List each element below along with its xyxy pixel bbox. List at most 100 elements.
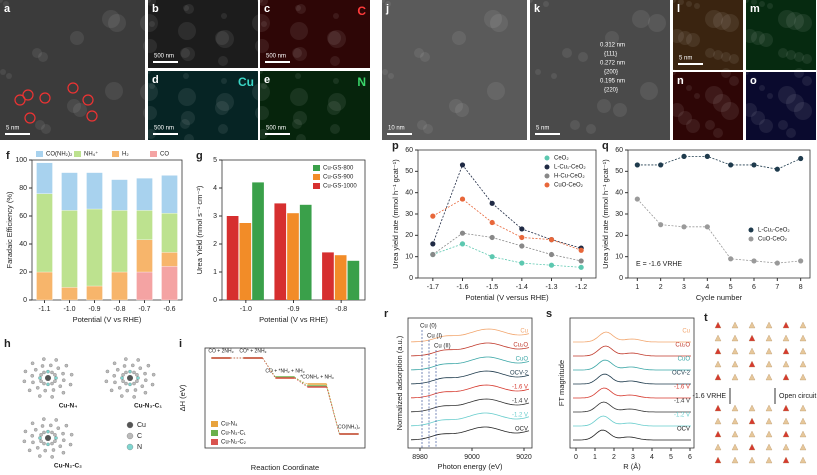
texture [216, 93, 234, 111]
texture [180, 48, 190, 58]
x-tick-label: 0 [574, 454, 578, 461]
bar-segment [61, 172, 78, 211]
texture [184, 4, 194, 14]
bar [287, 213, 299, 300]
plot-frame [31, 159, 183, 301]
atom [128, 382, 132, 387]
bar-segment [61, 287, 78, 301]
texture [686, 33, 700, 47]
point [548, 251, 555, 258]
atom [62, 378, 66, 382]
legend-swatch [211, 421, 218, 427]
texture [178, 88, 196, 106]
texture [802, 54, 812, 64]
x-tick-label: 3 [682, 284, 686, 291]
texture [70, 31, 84, 45]
x-axis-label: Reaction Coordinate [251, 463, 319, 472]
atom [22, 439, 27, 444]
atom [133, 388, 138, 392]
texture [221, 13, 227, 19]
spectrum-curve [410, 356, 530, 371]
atom [125, 388, 129, 393]
atom [46, 442, 50, 447]
x-tick-label: 2 [659, 284, 663, 291]
lattice-label: {220} [604, 88, 618, 94]
panel-letter: m [750, 3, 760, 15]
texture [535, 69, 541, 75]
x-axis-label: R (Å) [623, 462, 641, 471]
point [774, 260, 780, 266]
lattice-star [782, 456, 790, 464]
texture [794, 14, 812, 32]
atom [112, 361, 117, 366]
panel-letter: k [534, 3, 541, 15]
y-tick-label: 0 [213, 297, 217, 304]
texture [527, 0, 533, 3]
legend-marker [748, 227, 754, 233]
series-line [432, 198, 582, 251]
highlight [67, 82, 79, 94]
texture [455, 103, 469, 117]
lattice-star [765, 347, 773, 355]
texture [181, 111, 195, 125]
point [459, 196, 466, 202]
texture [721, 68, 731, 78]
legend-label: Cu-GS-900 [323, 175, 354, 181]
atom [50, 430, 54, 435]
bar-segment [86, 285, 103, 301]
texture [143, 39, 157, 53]
y-axis-label: Normalized adsorption (a.u.) [395, 335, 404, 430]
lattice-star [714, 321, 722, 329]
atom [143, 371, 147, 376]
texture [143, 106, 157, 120]
lattice-star [765, 360, 773, 368]
atom [42, 381, 46, 386]
texture [423, 124, 433, 134]
atom [150, 382, 155, 387]
lattice-star [731, 430, 739, 438]
y-axis-label: ΔH (eV) [178, 384, 187, 411]
texture [802, 76, 812, 86]
legend-swatch [112, 151, 119, 157]
atom [124, 381, 128, 386]
bar [226, 216, 239, 300]
texture [721, 52, 731, 62]
micrograph [382, 0, 527, 140]
texture [145, 0, 151, 3]
structure-name: Cu-N₄ [59, 403, 78, 410]
texture [258, 0, 268, 6]
y-axis-label: Urea yield rate (mmol h⁻¹ gcat⁻¹) [601, 159, 610, 269]
highlight [82, 94, 94, 106]
panel-letter: h [4, 338, 11, 350]
atom [31, 380, 35, 385]
y-tick-label: 50 [615, 168, 623, 175]
legend-label: NH₄⁺ [84, 151, 98, 158]
texture [38, 52, 48, 62]
lattice-star [782, 443, 790, 451]
atom [61, 371, 65, 376]
atom [136, 358, 140, 362]
lattice-star [748, 373, 756, 381]
atom [39, 433, 43, 437]
y-tick-label: 60 [405, 147, 413, 154]
texture [252, 14, 270, 32]
lattice-label: {200} [604, 70, 618, 76]
scale-label: 500 nm [266, 54, 286, 60]
point [704, 153, 710, 159]
texture [713, 94, 731, 112]
atom [120, 376, 124, 380]
curve-label: OCV-2 [672, 371, 691, 377]
texture [255, 106, 269, 120]
curve-label: CuO [678, 357, 691, 363]
panel-letter: q [602, 140, 609, 152]
atom [39, 379, 43, 383]
spectrum-curve [573, 415, 691, 427]
texture [3, 1, 9, 7]
texture [290, 88, 308, 106]
edge-label: Cu (II) [434, 344, 451, 350]
legend-marker [544, 155, 550, 161]
point [430, 213, 436, 219]
x-tick-label: 9020 [516, 454, 532, 461]
texture [382, 69, 388, 75]
